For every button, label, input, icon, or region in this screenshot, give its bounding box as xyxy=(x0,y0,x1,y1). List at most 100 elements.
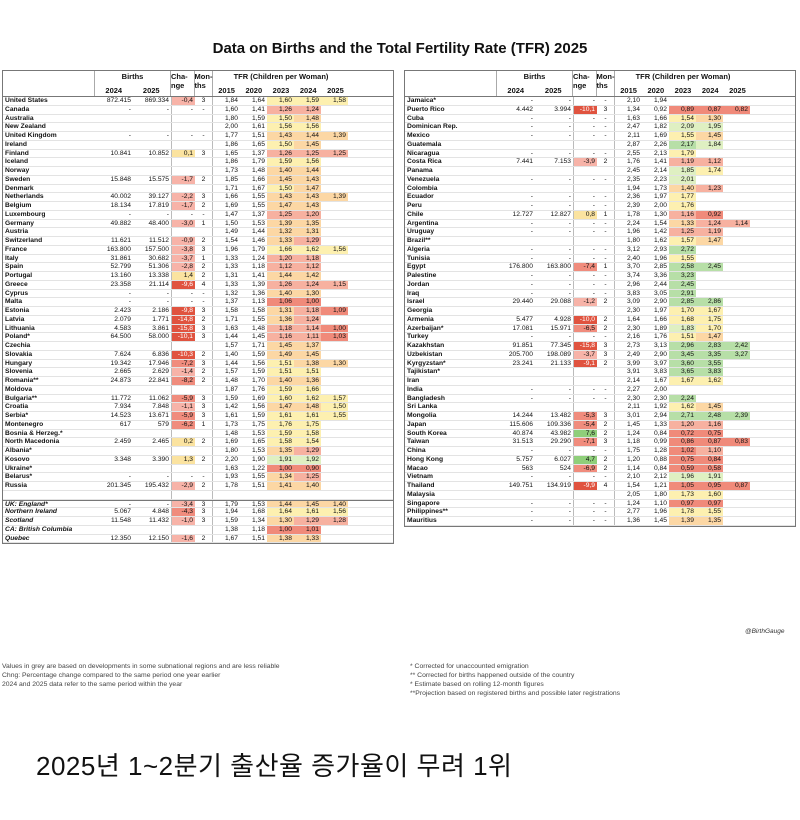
country-cell: Italy xyxy=(5,254,19,262)
births-2024-cell: - xyxy=(530,193,533,201)
births-2025-cell xyxy=(535,141,573,149)
tfr-2023-cell: 1,43 xyxy=(267,132,294,140)
change-cell: -10,0 xyxy=(573,315,597,324)
tfr-2024-cell: 1,51 xyxy=(294,368,321,376)
births-2024-cell xyxy=(497,491,535,499)
country-cell: Vietnam xyxy=(407,473,433,481)
months-cell xyxy=(195,385,213,394)
tfr-2015-cell: 3,83 xyxy=(626,289,640,297)
tfr-2020-cell: 1,58 xyxy=(251,307,265,314)
country-cell: Ireland xyxy=(5,140,27,148)
tfr-2015-cell: 1,59 xyxy=(224,517,238,524)
births-2024-cell: 205.700 xyxy=(508,350,533,358)
births-2024-cell: 24.873 xyxy=(110,377,131,384)
table-row: Australia 1,80 1,59 1,50 1,48 xyxy=(3,114,393,124)
months-cell: - xyxy=(597,333,615,341)
tfr-2015-cell: 1,33 xyxy=(224,254,238,262)
tfr-2015-cell: 1,69 xyxy=(224,202,238,209)
change-cell: -7,2 xyxy=(171,359,195,368)
months-cell xyxy=(195,464,213,473)
tfr-2024-label: 2024 xyxy=(299,86,317,95)
tfr-2024-cell xyxy=(696,255,723,263)
births-2025-cell: - xyxy=(568,132,571,139)
months-cell: - xyxy=(597,447,615,455)
table-row: South Korea 40.874 43.982 7,6 2 1,24 0,84 0,72 0… xyxy=(405,429,795,439)
tfr-2015-cell: 3,01 xyxy=(626,412,640,419)
tfr-2015-cell: 1,79 xyxy=(224,500,238,508)
months-cell xyxy=(195,167,213,175)
tfr-2015-cell: 1,44 xyxy=(224,333,238,341)
tfr-2025-cell xyxy=(723,123,750,131)
tfr-2023-cell: 3,60 xyxy=(669,359,696,368)
tfr-2023-cell: 1,39 xyxy=(669,517,696,525)
tfr-2024-cell: 1,35 xyxy=(294,219,321,228)
tfr-2024-cell: 1,16 xyxy=(696,420,723,429)
country-cell: Cuba xyxy=(407,114,424,122)
births-2025-cell: 48.400 xyxy=(148,219,169,227)
change-cell: -3,0 xyxy=(171,219,195,228)
table-row: Tunisia - - - -2,40 1,96 1,55 xyxy=(405,254,795,264)
births-2025-cell: - xyxy=(568,333,571,341)
table-row: Kazakhstan 91.851 77.345 -15,8 3 2,73 3,13 2,96… xyxy=(405,342,795,351)
births-2024-cell: 23.241 xyxy=(512,359,533,367)
change-cell: - xyxy=(573,219,597,228)
tfr-2025-cell xyxy=(321,290,348,298)
tfr-2015-cell: 1,50 xyxy=(224,219,238,227)
tfr-2024-cell xyxy=(696,246,723,254)
tfr-2023-cell: 1,05 xyxy=(669,482,696,490)
births-2025-cell: 4.848 xyxy=(152,508,169,516)
tfr-2025-cell xyxy=(321,430,348,438)
tfr-2023-cell: 0,72 xyxy=(669,429,696,438)
months-cell: 3 xyxy=(195,245,213,254)
tfr-2023-cell: 1,39 xyxy=(267,219,294,228)
tfr-2015-cell: 2,39 xyxy=(626,202,640,209)
tfr-2020-cell: 1,66 xyxy=(653,315,667,323)
months-cell: - xyxy=(597,385,615,394)
change-cell: 0,2 xyxy=(171,438,195,446)
table-row: Peru - - - -2,39 2,00 1,76 xyxy=(405,202,795,211)
tfr-2023-cell: 1,56 xyxy=(267,123,294,131)
tfr-2020-cell: 1,18 xyxy=(251,263,265,271)
tfr-2024-cell: 2,83 xyxy=(696,342,723,350)
tfr-2024-cell: 1,38 xyxy=(294,359,321,368)
tfr-2024-cell: 1,11 xyxy=(294,333,321,341)
months-cell: 3 xyxy=(195,324,213,333)
births-2025-cell: 43.982 xyxy=(550,429,571,437)
births-2025-cell: - xyxy=(568,499,571,507)
change-cell: -1,2 xyxy=(573,298,597,306)
tfr-2025-cell: 3,27 xyxy=(723,350,750,359)
tfr-2020-cell: 1,55 xyxy=(251,315,265,323)
tfr-2015-cell: 2,49 xyxy=(626,350,640,358)
change-cell: - xyxy=(573,517,597,525)
tfr-2015-cell: 1,86 xyxy=(224,140,238,148)
tfr-2025-cell xyxy=(321,526,348,534)
tfr-2025-cell xyxy=(321,535,348,543)
months-cell xyxy=(597,368,615,376)
tfr-2020-cell: 2,30 xyxy=(653,394,667,402)
tfr-2024-cell xyxy=(696,272,723,280)
births-2025-cell xyxy=(133,228,171,236)
country-cell: Canada xyxy=(5,105,30,113)
table-row: Mauritius - - - -1,36 1,45 1,39 1,35 xyxy=(405,517,795,526)
country-cell: Georgia xyxy=(407,307,433,314)
births-2025-cell: - xyxy=(568,508,571,516)
table-row: Puerto Rico 4.442 3.994 -10,1 3 1,34 0,92 0,89 0… xyxy=(405,105,795,115)
table-row: Quebec 12.350 12.150 -1,6 2 1,67 1,51 1,38 1,33 xyxy=(3,534,393,544)
months-cell xyxy=(597,167,615,175)
tfr-2015-cell: 1,63 xyxy=(626,114,640,122)
births-2024-cell xyxy=(95,526,133,534)
table-row: Dominican Rep. - - - -2,47 1,82 2,09 1,95 xyxy=(405,123,795,132)
tfr-2025-cell: 1,30 xyxy=(321,359,348,368)
births-2024-cell: 2.423 xyxy=(114,307,131,314)
tfr-2025-cell xyxy=(723,386,750,394)
births-2024-cell: 115.606 xyxy=(509,420,533,428)
births-2024-cell: 201.345 xyxy=(106,482,131,489)
change-cell: -7,4 xyxy=(573,263,597,271)
country-cell: Azerbaijan* xyxy=(407,324,444,332)
tfr-2023-label: 2023 xyxy=(674,86,692,95)
tfr-2015-cell: 2,05 xyxy=(626,490,640,498)
tfr-2023-cell: 1,41 xyxy=(267,482,294,490)
tfr-2023-cell: 1,47 xyxy=(267,202,294,210)
births-2025-cell: 11.432 xyxy=(149,517,169,524)
tfr-2015-label: 2015 xyxy=(218,86,235,95)
